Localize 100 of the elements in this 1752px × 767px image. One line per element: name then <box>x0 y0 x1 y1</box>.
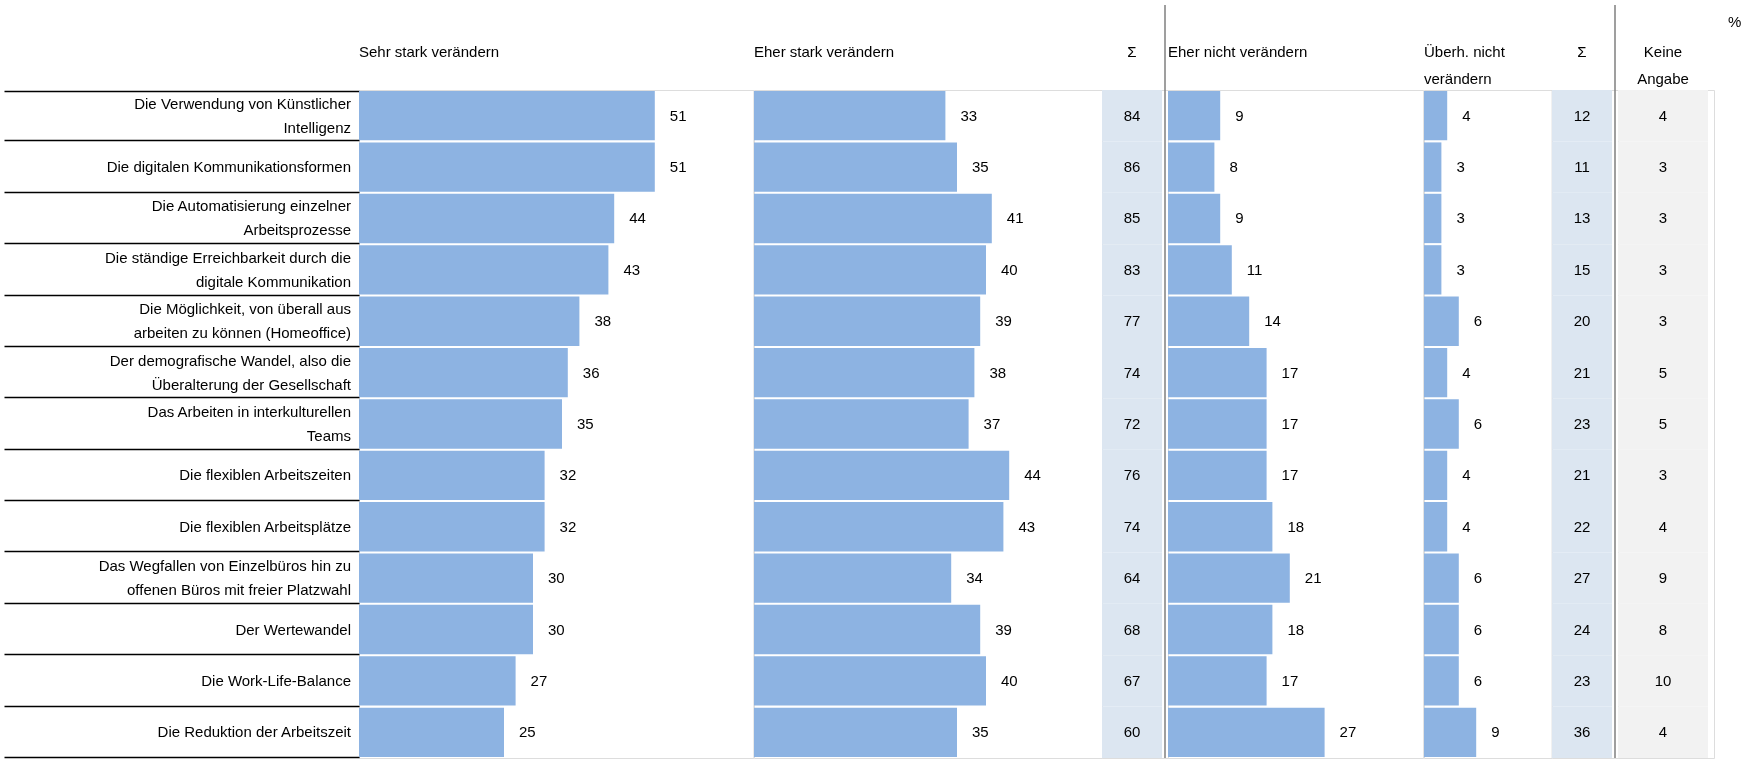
data-label: 41 <box>1006 209 1024 227</box>
y-tick-label: Das Wegfallen von Einzelbüros hin zu offenen Büros mit freier Platzwahl <box>98 557 351 599</box>
bar <box>754 296 981 346</box>
bar <box>1424 142 1442 192</box>
data-label: 6 <box>1473 569 1483 587</box>
data-label: 15 <box>1573 260 1591 278</box>
text: % <box>1728 13 1742 30</box>
data-label: 40 <box>1001 671 1018 689</box>
bar <box>1168 450 1267 501</box>
text: Σ <box>1577 43 1587 60</box>
data-label: 23 <box>1573 671 1591 689</box>
y-tick-label: Die flexiblen Arbeitsplätze <box>179 517 351 535</box>
y-tick-label: Die Reduktion der Arbeitszeit <box>157 723 352 741</box>
y-tick-label: Das Arbeiten in interkulturellen Teams <box>147 403 351 444</box>
bar <box>1424 656 1459 706</box>
bar <box>1424 553 1459 603</box>
bar <box>1168 656 1267 706</box>
data-label: 6 <box>1473 620 1483 638</box>
data-label: 39 <box>995 620 1012 638</box>
data-label: 68 <box>1123 620 1141 638</box>
data-label: 3 <box>1658 209 1668 227</box>
bar <box>359 553 533 603</box>
data-label: 8 <box>1658 620 1668 638</box>
chart-title: Eher nicht verändern <box>1168 43 1308 60</box>
bar <box>754 347 975 398</box>
bar <box>1168 502 1273 552</box>
bar <box>359 656 516 706</box>
data-label: 5 <box>1658 363 1668 381</box>
data-label: 72 <box>1123 415 1141 432</box>
data-label: 77 <box>1123 312 1141 330</box>
data-label: 33 <box>960 106 978 124</box>
data-label: 67 <box>1123 671 1141 689</box>
data-label: 18 <box>1287 517 1305 535</box>
data-label: 17 <box>1281 363 1299 381</box>
y-tick-label: Die flexiblen Arbeitszeiten <box>179 466 351 484</box>
data-label: 5 <box>1658 415 1668 432</box>
data-label: 3 <box>1456 209 1465 227</box>
data-label: 3 <box>1658 260 1668 278</box>
data-label: 76 <box>1123 466 1141 484</box>
data-label: 64 <box>1123 569 1141 587</box>
bar <box>359 142 655 192</box>
data-label: 40 <box>1001 260 1018 278</box>
data-label: 25 <box>519 723 536 741</box>
data-label: 4 <box>1462 363 1471 381</box>
data-label: 3 <box>1658 466 1668 484</box>
data-label: 11 <box>1574 158 1590 176</box>
data-label: 9 <box>1491 723 1500 741</box>
data-label: 27 <box>1573 569 1591 587</box>
data-label: 37 <box>983 415 1001 432</box>
bar <box>1168 707 1325 757</box>
bar <box>754 656 986 706</box>
data-label: 6 <box>1473 671 1483 689</box>
bar <box>1168 296 1250 346</box>
data-label: 43 <box>623 260 641 278</box>
data-label: 35 <box>577 415 594 432</box>
data-label: 83 <box>1123 260 1141 278</box>
data-label: 27 <box>530 671 548 689</box>
data-label: 74 <box>1123 517 1141 535</box>
bar <box>754 245 986 295</box>
data-label: 4 <box>1462 106 1471 124</box>
data-label: 8 <box>1229 158 1238 176</box>
y-tick-label: Die Verwendung von Künstlicher Intelligenz <box>134 94 351 136</box>
bar <box>359 502 545 552</box>
data-label: 21 <box>1304 569 1322 587</box>
data-label: 84 <box>1123 106 1141 124</box>
data-label: 24 <box>1573 620 1591 638</box>
data-label: 3 <box>1456 158 1465 176</box>
bar <box>359 604 533 655</box>
bar <box>1168 193 1221 244</box>
data-label: 30 <box>548 620 565 638</box>
data-label: 38 <box>989 363 1007 381</box>
bar <box>754 707 957 757</box>
data-label: 51 <box>669 106 687 124</box>
data-label: 27 <box>1339 723 1357 741</box>
bar <box>359 450 545 501</box>
data-label: 44 <box>1024 466 1041 484</box>
bar <box>754 142 957 192</box>
bar <box>359 707 504 757</box>
bar <box>359 91 655 141</box>
bar <box>754 91 946 141</box>
data-label: 32 <box>559 466 577 484</box>
bar <box>359 399 562 449</box>
bar <box>359 296 580 346</box>
y-tick-label: Der Wertewandel <box>235 620 351 638</box>
data-label: 23 <box>1573 415 1591 432</box>
data-label: 17 <box>1281 466 1299 484</box>
chart-title: Überh. nicht verändern <box>1424 43 1506 87</box>
data-label: 4 <box>1658 517 1668 535</box>
data-label: 85 <box>1123 209 1141 227</box>
bar <box>1168 245 1232 295</box>
bar <box>754 553 952 603</box>
data-label: 13 <box>1573 209 1591 227</box>
data-label: 4 <box>1658 723 1668 741</box>
data-label: 22 <box>1573 517 1591 535</box>
data-label: 38 <box>594 312 612 330</box>
bar <box>359 193 615 244</box>
data-label: 35 <box>972 723 989 741</box>
chart-title: Eher stark verändern <box>754 43 895 60</box>
bar <box>1168 91 1221 141</box>
bar <box>754 502 1004 552</box>
